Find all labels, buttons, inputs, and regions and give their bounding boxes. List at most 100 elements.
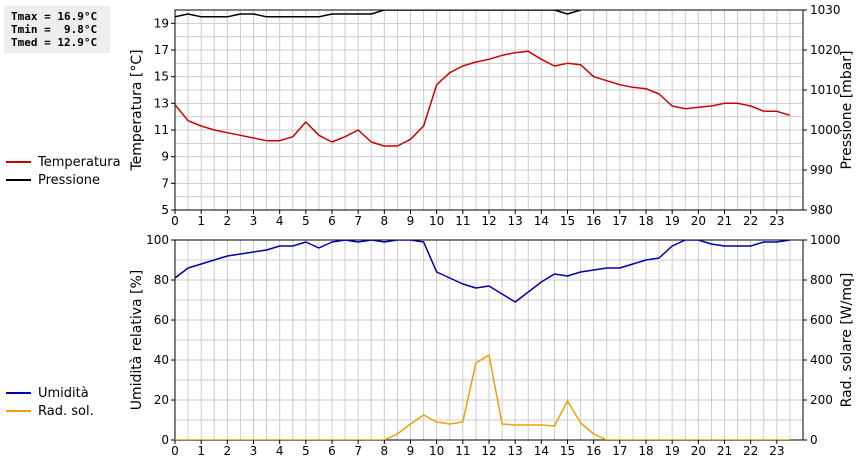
x-tick-label: 13 xyxy=(508,444,523,458)
chart-humidity-solar: 0 1 2 3 4 5 6 7 8 9 10 11 12 13 14 15 16 17 18 19 20 21 22 2302… xyxy=(129,233,855,458)
y-axis-label: Umidità relativa [%] xyxy=(129,270,145,411)
y-tick-label: 20 xyxy=(154,393,169,407)
y2-tick-label: 0 xyxy=(810,433,818,447)
legend-item-temperature: Temperatura xyxy=(6,153,121,171)
y2-tick-label: 1020 xyxy=(810,43,841,57)
x-tick-label: 0 xyxy=(171,444,179,458)
y-tick-label: 60 xyxy=(154,313,169,327)
x-tick-label: 14 xyxy=(534,444,549,458)
legend-label-humidity: Umidità xyxy=(38,385,89,401)
tmed-value: Tmed = 12.9°C xyxy=(11,36,98,49)
x-tick-label: 1 xyxy=(197,444,205,458)
x-tick-label: 22 xyxy=(743,214,758,228)
x-tick-label: 12 xyxy=(481,444,496,458)
x-tick-label: 5 xyxy=(302,444,310,458)
x-tick-label: 21 xyxy=(717,214,732,228)
y2-tick-label: 990 xyxy=(810,163,833,177)
stats-box: Tmax = 16.9°C Tmin = 9.8°C Tmed = 12.9°C xyxy=(4,6,110,53)
x-tick-label: 19 xyxy=(665,444,680,458)
x-tick-label: 19 xyxy=(665,214,680,228)
x-tick-label: 5 xyxy=(302,214,310,228)
x-tick-label: 7 xyxy=(354,444,362,458)
y2-tick-label: 600 xyxy=(810,313,833,327)
x-tick-label: 21 xyxy=(717,444,732,458)
x-tick-label: 9 xyxy=(407,214,415,228)
y2-axis-label: Pressione [mbar] xyxy=(839,50,855,169)
x-tick-label: 8 xyxy=(381,214,389,228)
x-tick-label: 6 xyxy=(328,214,336,228)
y-tick-label: 15 xyxy=(154,70,169,84)
x-tick-label: 4 xyxy=(276,444,284,458)
x-tick-label: 13 xyxy=(508,214,523,228)
y-tick-label: 13 xyxy=(154,96,169,110)
x-tick-label: 0 xyxy=(171,214,179,228)
y2-tick-label: 800 xyxy=(810,273,833,287)
pressure-swatch xyxy=(6,179,31,181)
y2-axis-label: Rad. solare [W/mq] xyxy=(839,273,855,408)
solar-swatch xyxy=(6,410,31,412)
x-tick-label: 10 xyxy=(429,444,444,458)
y2-tick-label: 1030 xyxy=(810,3,841,17)
temperature-swatch xyxy=(6,161,31,163)
y-tick-label: 5 xyxy=(161,203,169,217)
y-tick-label: 11 xyxy=(154,123,169,137)
y-tick-label: 19 xyxy=(154,16,169,30)
x-tick-label: 17 xyxy=(612,444,627,458)
x-tick-label: 2 xyxy=(224,444,232,458)
x-tick-label: 11 xyxy=(455,214,470,228)
x-tick-label: 2 xyxy=(224,214,232,228)
y-tick-label: 17 xyxy=(154,43,169,57)
legend-label-solar: Rad. sol. xyxy=(38,403,94,419)
x-tick-label: 9 xyxy=(407,444,415,458)
x-tick-label: 22 xyxy=(743,444,758,458)
y-tick-label: 100 xyxy=(146,233,169,247)
series-line-umidit- xyxy=(175,240,791,303)
y-tick-label: 7 xyxy=(161,176,169,190)
y2-tick-label: 1000 xyxy=(810,233,841,247)
legend-top: Temperatura Pressione xyxy=(6,153,121,189)
legend-item-pressure: Pressione xyxy=(6,171,121,189)
y2-tick-label: 980 xyxy=(810,203,833,217)
x-tick-label: 3 xyxy=(250,214,258,228)
x-tick-label: 4 xyxy=(276,214,284,228)
legend-item-solar: Rad. sol. xyxy=(6,402,156,420)
y-tick-label: 40 xyxy=(154,353,169,367)
y-tick-label: 9 xyxy=(161,150,169,164)
y2-tick-label: 1010 xyxy=(810,83,841,97)
x-tick-label: 7 xyxy=(354,214,362,228)
y-tick-label: 0 xyxy=(161,433,169,447)
x-tick-label: 15 xyxy=(560,214,575,228)
y2-tick-label: 200 xyxy=(810,393,833,407)
chart-temperature-pressure: 0 1 2 3 4 5 6 7 8 9 10 11 12 13 14 15 16 17 18 19 20 21 22 2357… xyxy=(129,3,855,228)
x-tick-label: 12 xyxy=(481,214,496,228)
x-tick-label: 18 xyxy=(638,444,653,458)
x-tick-label: 14 xyxy=(534,214,549,228)
x-tick-label: 20 xyxy=(691,444,706,458)
x-tick-label: 23 xyxy=(769,444,784,458)
x-tick-label: 20 xyxy=(691,214,706,228)
x-tick-label: 16 xyxy=(586,214,601,228)
y2-tick-label: 1000 xyxy=(810,123,841,137)
x-tick-label: 11 xyxy=(455,444,470,458)
series-line-temperatura xyxy=(175,50,791,147)
x-tick-label: 3 xyxy=(250,444,258,458)
series-line-pressione xyxy=(175,10,581,18)
tmax-value: Tmax = 16.9°C xyxy=(11,10,98,23)
x-tick-label: 10 xyxy=(429,214,444,228)
legend-label-pressure: Pressione xyxy=(38,172,101,188)
x-tick-label: 8 xyxy=(381,444,389,458)
tmin-value: Tmin = 9.8°C xyxy=(11,23,98,36)
x-tick-label: 18 xyxy=(638,214,653,228)
series-line-rad-sol- xyxy=(175,354,790,440)
x-tick-label: 15 xyxy=(560,444,575,458)
y-axis-label: Temperatura [°C] xyxy=(129,49,145,171)
x-tick-label: 23 xyxy=(769,214,784,228)
x-tick-label: 16 xyxy=(586,444,601,458)
humidity-swatch xyxy=(6,392,31,394)
legend-label-temperature: Temperatura xyxy=(38,154,121,170)
x-tick-label: 1 xyxy=(197,214,205,228)
x-tick-label: 17 xyxy=(612,214,627,228)
y-tick-label: 80 xyxy=(154,273,169,287)
x-tick-label: 6 xyxy=(328,444,336,458)
